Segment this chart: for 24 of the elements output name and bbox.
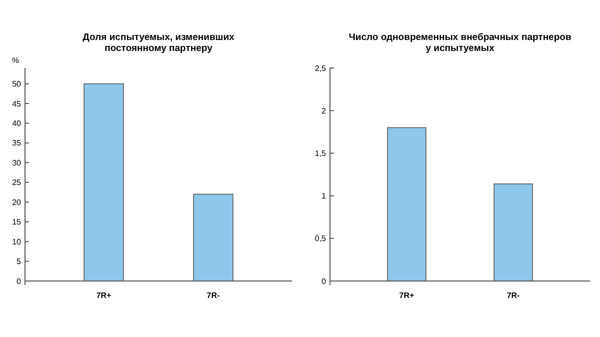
y-tick-label: 25 <box>12 178 22 188</box>
x-tick-label: 7R+ <box>96 291 112 300</box>
chart-title: Доля испытуемых, изменивших постоянному партнеру <box>82 32 236 54</box>
x-tick-label: 7R- <box>206 291 220 300</box>
y-tick-label: 1 <box>322 192 327 201</box>
x-tick-label: 7R+ <box>399 291 414 300</box>
chart-title: Число одновременных внебрачных партнеров у испытуемых <box>348 32 572 54</box>
y-tick-label: 5 <box>16 257 22 266</box>
y-tick-label: 2,5 <box>314 64 327 73</box>
x-tick-label: 7R- <box>506 291 520 300</box>
y-tick-label: 0,5 <box>314 234 327 244</box>
y-tick-label: 35 <box>12 138 22 148</box>
y-tick-label: 45 <box>12 99 22 108</box>
y-tick-label: 2 <box>322 106 327 116</box>
y-tick-label: 20 <box>12 198 22 207</box>
y-tick-label: 10 <box>12 237 22 246</box>
y-tick-label: 15 <box>12 218 22 227</box>
y-tick-label: 0 <box>16 276 22 286</box>
y-tick-label: 50 <box>12 80 22 89</box>
y-tick-label: 0 <box>322 276 327 286</box>
y-tick-label: 30 <box>12 158 22 168</box>
y-tick-label: 40 <box>12 119 22 128</box>
y-tick-label: 1,5 <box>314 149 327 158</box>
y-axis-title: % <box>12 56 19 65</box>
